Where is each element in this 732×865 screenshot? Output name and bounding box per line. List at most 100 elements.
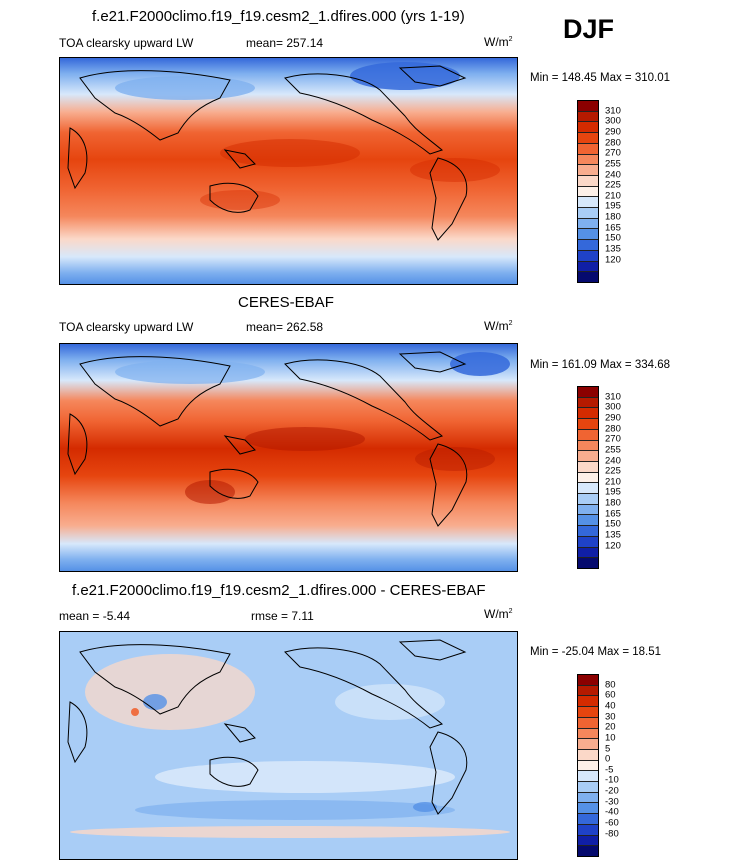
panel-1-colorbar-tick-label: 255 [605, 158, 621, 170]
panel-3-colorbar-swatch [578, 717, 598, 729]
panel-1-colorbar-tick-label: 210 [605, 190, 621, 202]
panel-1-colorbar-tick-label: 225 [605, 179, 621, 191]
panel-2-colorbar-swatch [578, 419, 598, 430]
panel-3-colorbar-tick-label: -60 [605, 817, 619, 829]
panel-1-colorbar-swatch [578, 261, 598, 273]
panel-3-colorbar-swatch [578, 792, 598, 804]
panel-2-colorbar-swatch [578, 515, 598, 527]
panel-2-colorbar-swatch [578, 397, 598, 409]
panel-3-minmax: Min = -25.04 Max = 18.51 [530, 646, 662, 658]
panel-1-colorbar-swatch [578, 186, 598, 198]
panel-1-colorbar-swatch [578, 122, 598, 134]
panel-1-minmax: Min = 148.45 Max = 310.01 [530, 72, 671, 84]
panel-1-colorbar-swatch [578, 250, 598, 262]
panel-3-colorbar-swatch [578, 707, 598, 718]
panel-2-colorbar-swatch [578, 387, 598, 398]
panel-1-colorbar-tick-label: 300 [605, 115, 621, 127]
panel-3-colorbar-swatch [578, 760, 598, 772]
panel-3-colorbar-tick-label: 80 [605, 679, 616, 691]
panel-2-title: CERES-EBAF [238, 294, 334, 311]
panel-2-colorbar-swatch [578, 472, 598, 484]
panel-2-colorbar-tick-label: 310 [605, 391, 621, 403]
panel-1-colorbar-swatch [578, 175, 598, 187]
panel-1-colorbar-swatch [578, 143, 598, 155]
panel-3-colorbar-tick-label: -5 [605, 764, 614, 776]
panel-3-colorbar-swatch [578, 835, 598, 847]
panel-2-colorbar-tick-label: 255 [605, 444, 621, 456]
panel-2-colorbar-tick-label: 225 [605, 465, 621, 477]
panel-3-colorbar-tick-label: 10 [605, 732, 616, 744]
panel-2-colorbar-swatch [578, 451, 598, 462]
panel-2-colorbar-tick-label: 290 [605, 412, 621, 424]
panel-3-colorbar-swatch [578, 803, 598, 815]
panel-3-units: W/m2 [484, 607, 513, 621]
panel-2-colorbar [577, 386, 599, 569]
panel-3-colorbar-tick-label: 40 [605, 700, 616, 712]
panel-2-units: W/m2 [484, 319, 513, 333]
panel-3-colorbar-swatch [578, 749, 598, 761]
panel-2-colorbar-tick-label: 165 [605, 508, 621, 520]
panel-3-colorbar-swatch [578, 739, 598, 750]
panel-1-colorbar-tick-label: 270 [605, 147, 621, 159]
panel-1-colorbar-tick-label: 280 [605, 137, 621, 149]
panel-3-colorbar-tick-label: 0 [605, 753, 611, 765]
panel-1-colorbar-tick-label: 290 [605, 126, 621, 138]
panel-1-colorbar-swatch [578, 111, 598, 123]
panel-3-colorbar-swatch [578, 685, 598, 697]
panel-3-colorbar-tick-label: -10 [605, 774, 619, 786]
panel-2-colorbar-tick-label: 120 [605, 540, 621, 552]
panel-2-colorbar-tick-label: 280 [605, 423, 621, 435]
panel-1-colorbar-swatch [578, 101, 598, 112]
panel-1-colorbar [577, 100, 599, 283]
panel-3-map [59, 631, 518, 860]
panel-3-colorbar-swatch [578, 771, 598, 783]
panel-1-colorbar-swatch [578, 154, 598, 166]
panel-1-colorbar-swatch [578, 240, 598, 251]
panel-3-rmse: rmse = 7.11 [251, 609, 314, 623]
panel-2-colorbar-swatch [578, 483, 598, 495]
panel-1-colorbar-tick-label: 120 [605, 254, 621, 266]
panel-2-colorbar-tick-label: 195 [605, 486, 621, 498]
panel-2-colorbar-swatch [578, 536, 598, 548]
panel-3-colorbar-swatch [578, 728, 598, 740]
panel-2-colorbar-tick-label: 240 [605, 455, 621, 467]
season-label: DJF [563, 14, 615, 44]
panel-1-colorbar-swatch [578, 133, 598, 144]
panel-1-colorbar-tick-label: 165 [605, 222, 621, 234]
panel-3-colorbar-swatch [578, 782, 598, 793]
panel-3-colorbar [577, 674, 599, 857]
panel-3-colorbar-swatch [578, 696, 598, 708]
panel-3-colorbar-swatch [578, 814, 598, 825]
panel-1-mean: mean= 257.14 [246, 36, 324, 50]
panel-2-colorbar-swatch [578, 408, 598, 420]
panel-3-colorbar-tick-label: 30 [605, 711, 616, 723]
panel-1-colorbar-swatch [578, 218, 598, 230]
panel-3-colorbar-tick-label: 60 [605, 689, 616, 701]
panel-2-minmax: Min = 161.09 Max = 334.68 [530, 359, 671, 371]
panel-3-colorbar-swatch [578, 824, 598, 836]
panel-1-map [59, 57, 518, 285]
panel-2-colorbar-tick-label: 150 [605, 518, 621, 530]
panel-1-variable-label: TOA clearsky upward LW [59, 36, 194, 50]
panel-1-colorbar-tick-label: 195 [605, 200, 621, 212]
panel-1-colorbar-tick-label: 180 [605, 211, 621, 223]
panel-3-colorbar-tick-label: -80 [605, 828, 619, 840]
panel-2-colorbar-swatch [578, 440, 598, 452]
panel-1-colorbar-tick-label: 150 [605, 232, 621, 244]
panel-2-colorbar-tick-label: 270 [605, 433, 621, 445]
panel-3-title: f.e21.F2000climo.f19_f19.cesm2_1.dfires.… [72, 582, 486, 599]
panel-2-colorbar-swatch [578, 494, 598, 505]
panel-2-mean: mean= 262.58 [246, 320, 324, 334]
panel-2-map [59, 343, 518, 572]
panel-2-variable-label: TOA clearsky upward LW [59, 320, 194, 334]
panel-1-colorbar-tick-label: 135 [605, 243, 621, 255]
panel-3-colorbar-swatch [578, 675, 598, 686]
panel-3-colorbar-tick-label: 5 [605, 743, 611, 755]
panel-1-title: f.e21.F2000climo.f19_f19.cesm2_1.dfires.… [92, 8, 465, 25]
panel-1-colorbar-swatch [578, 229, 598, 241]
panel-2-colorbar-swatch [578, 558, 598, 568]
panel-2-colorbar-tick-label: 300 [605, 401, 621, 413]
panel-2-colorbar-tick-label: 210 [605, 476, 621, 488]
panel-2-colorbar-swatch [578, 526, 598, 537]
panel-2-colorbar-tick-label: 135 [605, 529, 621, 541]
